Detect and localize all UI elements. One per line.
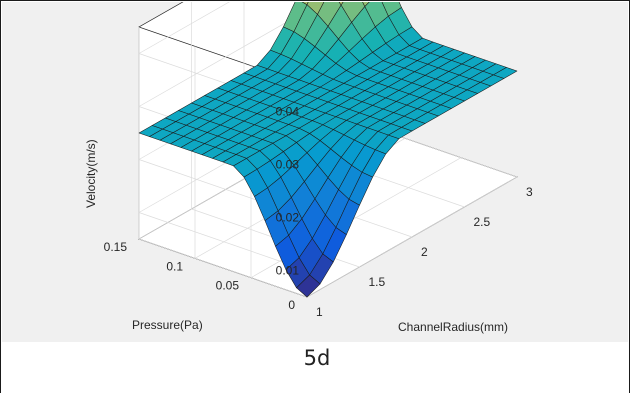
surface-cell — [338, 2, 344, 6]
y-grid-line — [306, 176, 518, 298]
tick-labels: 0.01 0.02 0.03 0.04 0 0.05 0.1 0.15 1 1.5 2 2.5 3 — [104, 105, 533, 320]
z-tick-label: 0.01 — [276, 264, 300, 278]
x-tick-label: 1.5 — [369, 275, 386, 289]
figure-caption: 5d — [303, 346, 331, 370]
y-axis-label: Pressure(Pa) — [132, 318, 203, 332]
z-grid-line — [138, 2, 230, 54]
surface-cell — [296, 274, 321, 298]
z-grid-line — [138, 212, 308, 271]
y-tick-label: 0.15 — [104, 240, 128, 254]
x-tick-label: 1 — [316, 305, 323, 319]
surface-mesh — [138, 2, 518, 298]
y-tick-label: 0.05 — [216, 279, 240, 293]
x-tick-label: 2 — [421, 245, 428, 259]
x-axis-label: ChannelRadius(mm) — [398, 320, 508, 334]
z-tick-label: 0.03 — [276, 158, 300, 172]
x-tick-label: 3 — [526, 185, 533, 199]
surface-cell — [362, 2, 370, 7]
z-tick-label: 0.02 — [276, 211, 300, 225]
y-tick-label: 0.1 — [166, 259, 183, 273]
plot-area: 0.01 0.02 0.03 0.04 0 0.05 0.1 0.15 1 1.5 2 2.5 3 Ve… — [2, 2, 628, 342]
y-tick-label: 0 — [288, 298, 295, 312]
x-tick-label: 2.5 — [474, 215, 491, 229]
x-grid-line — [138, 238, 308, 298]
z-tick-label: 0.04 — [276, 105, 300, 119]
z-axis-label: Velocity(m/s) — [84, 139, 98, 208]
surface-plot: 0.01 0.02 0.03 0.04 0 0.05 0.1 0.15 1 1.5 2 2.5 3 Ve… — [84, 2, 533, 334]
